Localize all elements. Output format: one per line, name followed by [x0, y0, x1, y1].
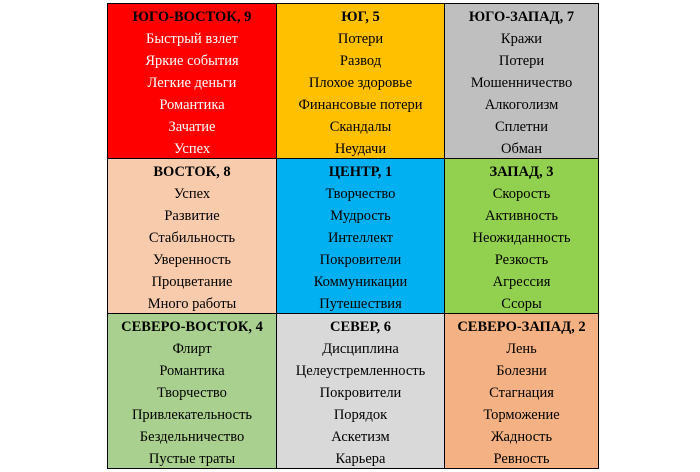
cell-item: Пустые траты — [148, 451, 236, 467]
cell-item: Обман — [501, 141, 542, 157]
cell-item: Аскетизм — [331, 429, 390, 445]
cell-item: Порядок — [333, 407, 388, 423]
cell-item: Неудачи — [334, 141, 387, 157]
cell-item: Лень — [506, 341, 537, 357]
grid-cell: СЕВЕРО-ЗАПАД, 2 Лень Болезни Стагнация Тормо… — [445, 314, 599, 469]
cell-item: Покровители — [319, 385, 402, 401]
cell-item: Целеустремленность — [295, 363, 426, 379]
cell-title: ВОСТОК, 8 — [153, 164, 231, 180]
cell-item: Путешествия — [319, 296, 402, 312]
cell-item: Быстрый взлет — [146, 31, 238, 47]
bagua-grid: ЮГО-ВОСТОК, 9 Быстрый взлет Яркие события Л… — [107, 3, 599, 469]
grid-cell: СЕВЕР, 6 Дисциплина Целеустремленность Покр… — [277, 314, 445, 469]
cell-item: Мудрость — [330, 208, 391, 224]
grid-cell: ЮГО-ВОСТОК, 9 Быстрый взлет Яркие события Л… — [108, 4, 277, 159]
grid-cell: СЕВЕРО-ВОСТОК, 4 Флирт Романтика Творчество… — [108, 314, 277, 469]
cell-item: Романтика — [159, 363, 225, 379]
cell-item: Зачатие — [168, 119, 216, 135]
cell-item: Бездельничество — [139, 429, 245, 445]
cell-item: Плохое здоровье — [308, 75, 413, 91]
grid-cell: ЗАПАД, 3 Скорость Активность Неожиданность Р… — [445, 159, 599, 314]
cell-item: Коммуникации — [313, 274, 408, 290]
cell-item: Финансовые потери — [298, 97, 423, 113]
cell-item: Потери — [498, 53, 545, 69]
cell-item: Карьера — [335, 451, 386, 467]
cell-item: Творчество — [325, 186, 396, 202]
cell-item: Ссоры — [501, 296, 542, 312]
cell-item: Успех — [173, 186, 211, 202]
cell-item: Болезни — [496, 363, 547, 379]
cell-item: Резкость — [494, 252, 549, 268]
grid-cell: ЦЕНТР, 1 Творчество Мудрость Интеллект Покро… — [277, 159, 445, 314]
cell-title: СЕВЕРО-ЗАПАД, 2 — [457, 319, 586, 335]
cell-item: Неожиданность — [472, 230, 571, 246]
cell-item: Развод — [339, 53, 382, 69]
cell-item: Дисциплина — [322, 341, 399, 357]
cell-title: ЮГО-ВОСТОК, 9 — [132, 9, 252, 25]
cell-title: СЕВЕР, 6 — [329, 319, 392, 335]
cell-item: Покровители — [319, 252, 402, 268]
cell-item: Скандалы — [329, 119, 392, 135]
cell-item: Яркие события — [145, 53, 239, 69]
cell-item: Агрессия — [492, 274, 551, 290]
cell-title: ЦЕНТР, 1 — [328, 164, 393, 180]
cell-item: Стагнация — [489, 385, 554, 401]
cell-item: Уверенность — [152, 252, 232, 268]
cell-title: ЮГ, 5 — [341, 9, 380, 25]
cell-item: Стабильность — [148, 230, 236, 246]
cell-item: Привлекательность — [131, 407, 253, 423]
cell-item: Процветание — [151, 274, 233, 290]
grid-cell: ЮГ, 5 Потери Развод Плохое здоровье Финансов… — [277, 4, 445, 159]
cell-item: Творчество — [157, 385, 227, 401]
cell-item: Жадность — [490, 429, 553, 445]
cell-item: Активность — [484, 208, 559, 224]
cell-item: Интеллект — [327, 230, 394, 246]
grid-cell: ВОСТОК, 8 Успех Развитие Стабильность Уверен… — [108, 159, 277, 314]
cell-item: Алкоголизм — [484, 97, 559, 113]
cell-item: Кражи — [500, 31, 543, 47]
cell-item: Развитие — [164, 208, 220, 224]
cell-title: СЕВЕРО-ВОСТОК, 4 — [121, 319, 263, 335]
cell-item: Много работы — [147, 296, 237, 312]
cell-title: ЮГО-ЗАПАД, 7 — [468, 9, 575, 25]
cell-item: Мошенничество — [470, 75, 573, 91]
cell-title: ЗАПАД, 3 — [489, 164, 554, 180]
cell-item: Торможение — [483, 407, 560, 423]
cell-item: Успех — [173, 141, 211, 157]
cell-item: Флирт — [172, 341, 212, 357]
cell-item: Легкие деньги — [147, 75, 237, 91]
cell-item: Ревность — [493, 451, 550, 467]
grid-cell: ЮГО-ЗАПАД, 7 Кражи Потери Мошенничество Алко… — [445, 4, 599, 159]
cell-item: Сплетни — [495, 119, 548, 135]
cell-item: Скорость — [492, 186, 551, 202]
cell-item: Потери — [337, 31, 384, 47]
cell-item: Романтика — [159, 97, 225, 113]
